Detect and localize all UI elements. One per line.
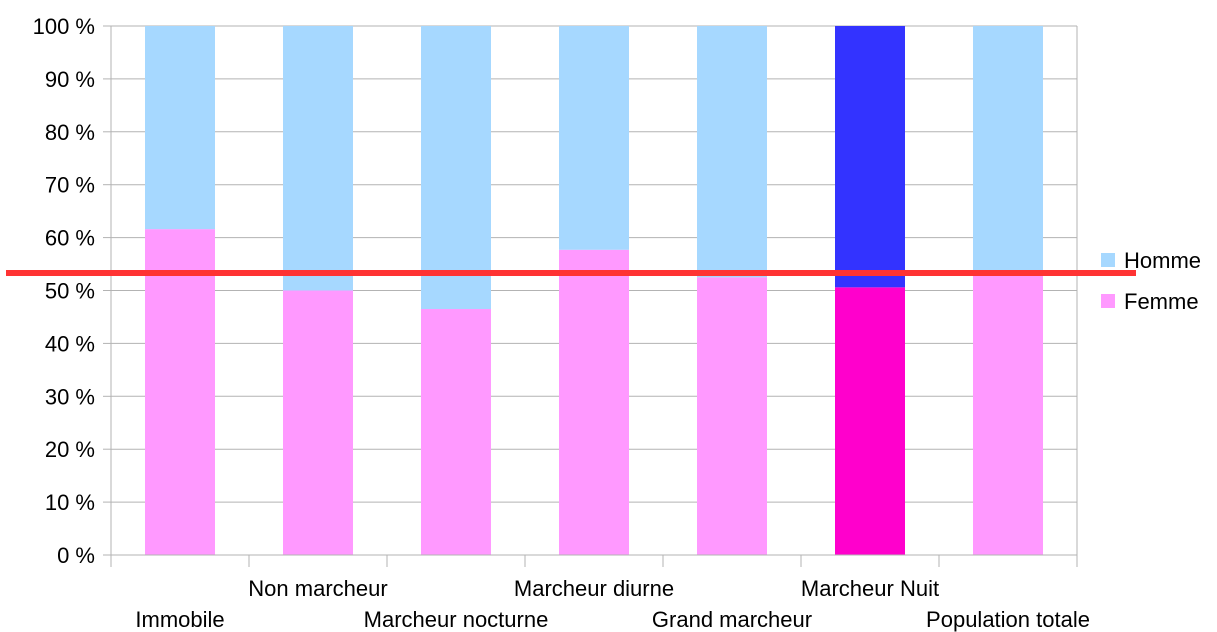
bar-homme [697, 26, 767, 278]
tick-labels: 0 % 10 % 20 % 30 % 40 % 50 % 60 % 70 % 80 % 90 % 1… [33, 14, 1090, 632]
bar-femme [283, 290, 353, 555]
bar-femme [145, 229, 215, 556]
axes [103, 25, 1078, 567]
bar-homme [559, 26, 629, 250]
y-tick-label: 10 % [45, 490, 95, 515]
x-tick-label: Non marcheur [248, 576, 387, 601]
bar-femme [559, 249, 629, 555]
legend-label-homme: Homme [1124, 248, 1201, 273]
y-tick-label: 20 % [45, 437, 95, 462]
bar-femme [421, 309, 491, 555]
y-tick-label: 90 % [45, 67, 95, 92]
y-tick-label: 60 % [45, 226, 95, 251]
y-tick-label: 80 % [45, 120, 95, 145]
y-tick-label: 40 % [45, 331, 95, 356]
bar-homme [283, 26, 353, 291]
bar-homme [973, 26, 1043, 272]
y-tick-label: 100 % [33, 14, 95, 39]
bar-homme [145, 26, 215, 230]
y-tick-label: 70 % [45, 173, 95, 198]
bar-femme [697, 277, 767, 555]
bar-femme [835, 287, 905, 555]
bar-homme [421, 26, 491, 310]
bar-femme [973, 271, 1043, 555]
bar-homme [835, 26, 905, 288]
x-tick-label: Population totale [926, 607, 1090, 632]
x-tick-label: Marcheur diurne [514, 576, 674, 601]
legend-swatch-homme [1101, 253, 1115, 267]
x-tick-label: Immobile [135, 607, 224, 632]
y-tick-label: 30 % [45, 384, 95, 409]
y-tick-label: 50 % [45, 279, 95, 304]
y-tick-label: 0 % [57, 543, 95, 568]
legend-label-femme: Femme [1124, 289, 1199, 314]
bars [145, 26, 1043, 556]
legend: Homme Femme [1101, 248, 1201, 314]
x-tick-label: Grand marcheur [652, 607, 812, 632]
legend-swatch-femme [1101, 294, 1115, 308]
x-tick-label: Marcheur Nuit [801, 576, 939, 601]
x-tick-label: Marcheur nocturne [364, 607, 549, 632]
